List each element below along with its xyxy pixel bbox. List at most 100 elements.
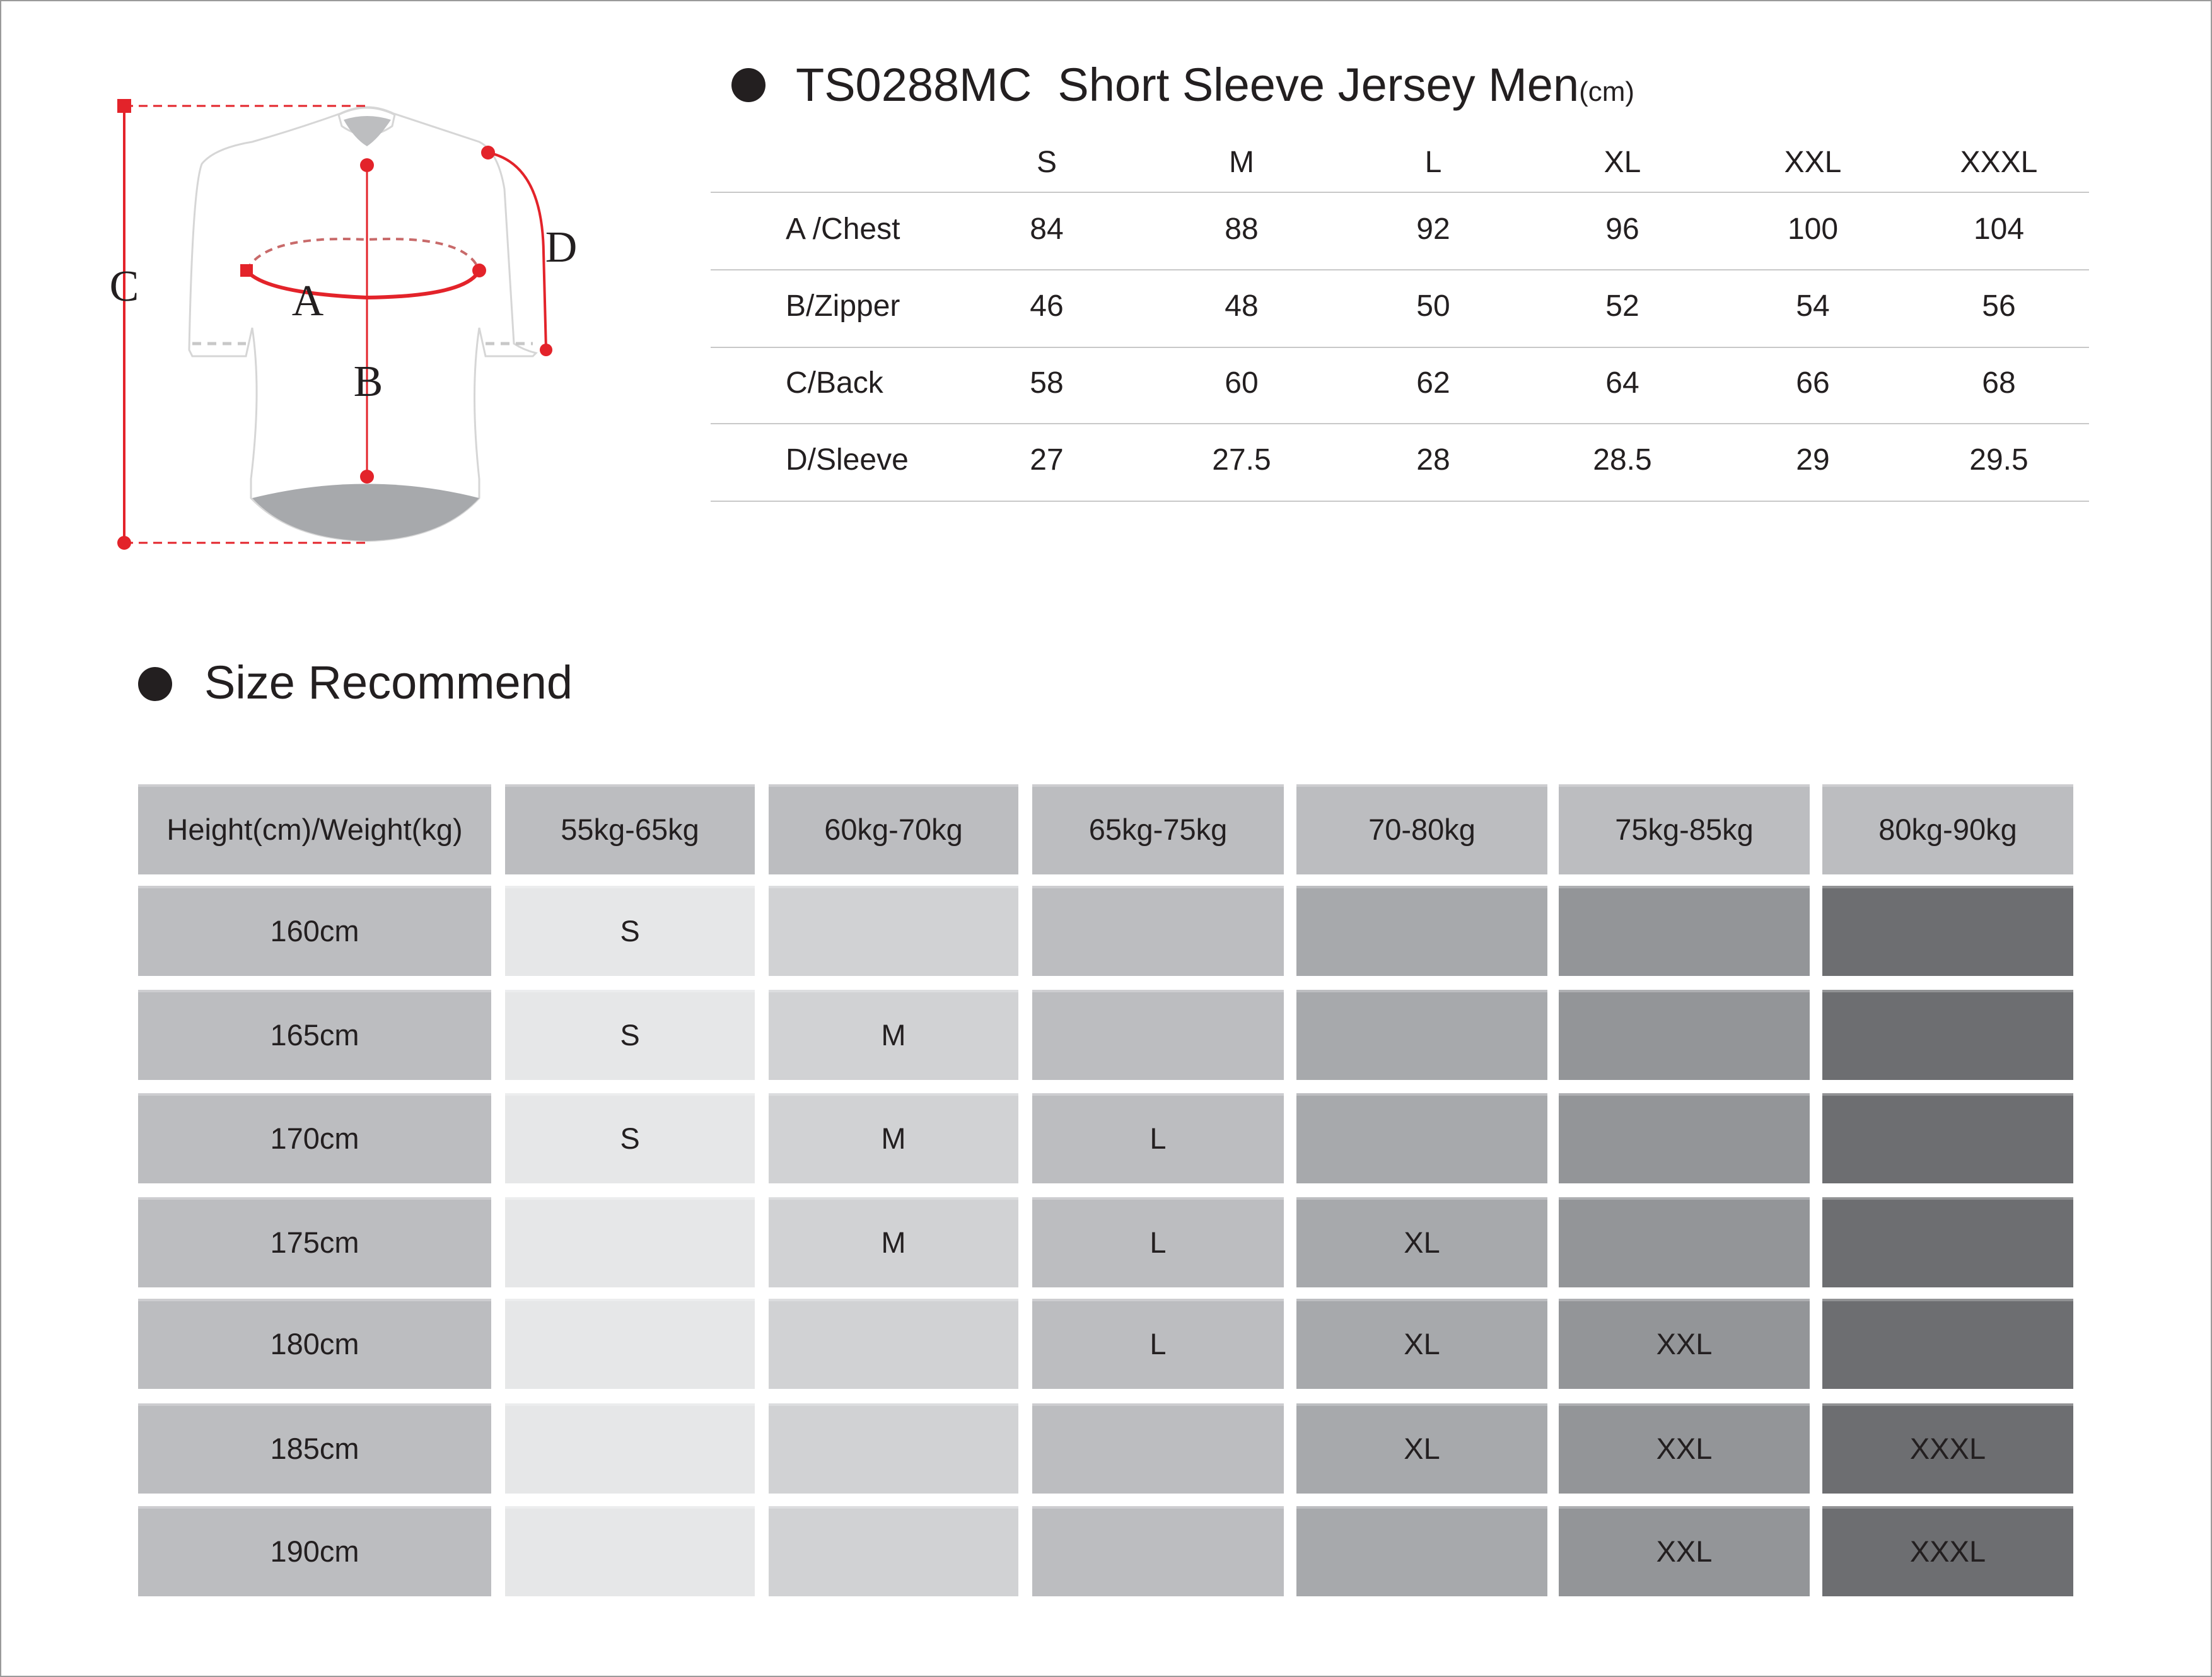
size-header: S xyxy=(1036,146,1057,179)
measure-lines xyxy=(123,105,547,544)
size-cell: XXL xyxy=(1559,1506,1810,1596)
collar-inner xyxy=(344,116,391,146)
size-cell xyxy=(769,1403,1018,1494)
measure-value: 60 xyxy=(1225,366,1259,400)
size-cell xyxy=(505,1197,755,1287)
size-cell: L xyxy=(1032,1093,1284,1183)
measure-value: 58 xyxy=(1030,366,1064,400)
measure-label: C/Back xyxy=(786,366,883,400)
size-cell xyxy=(1559,1093,1810,1183)
size-header: XL xyxy=(1604,146,1641,179)
measure-value: 27 xyxy=(1030,443,1064,477)
size-recommend-title: Size Recommend xyxy=(204,656,573,709)
size-header: L xyxy=(1424,146,1442,179)
height-label: 165cm xyxy=(138,990,491,1080)
measure-value: 28.5 xyxy=(1593,443,1652,477)
size-cell: XXXL xyxy=(1822,1506,2073,1596)
size-cell: L xyxy=(1032,1299,1284,1389)
size-cell: XL xyxy=(1296,1299,1547,1389)
measure-table-title: TS0288MC Short Sleeve Jersey Men(cm) xyxy=(796,58,1634,112)
label-b: B xyxy=(354,357,383,406)
measure-value: 29.5 xyxy=(1969,443,2029,477)
size-cell xyxy=(1822,990,2073,1080)
measure-value: 88 xyxy=(1225,212,1259,246)
bullet-icon xyxy=(731,68,765,102)
table-divider xyxy=(711,192,2089,193)
model-code: TS0288MC xyxy=(796,59,1032,111)
size-cell xyxy=(505,1506,755,1596)
measure-value: 29 xyxy=(1796,443,1830,477)
measure-value: 100 xyxy=(1787,212,1839,246)
size-cell xyxy=(1032,1506,1284,1596)
size-cell: XXXL xyxy=(1822,1403,2073,1494)
measure-value: 92 xyxy=(1416,212,1450,246)
size-cell xyxy=(505,1299,755,1389)
size-cell: XXL xyxy=(1559,1299,1810,1389)
size-header: M xyxy=(1229,146,1254,179)
weight-header: 70-80kg xyxy=(1296,784,1547,874)
table-divider xyxy=(711,423,2089,424)
size-cell xyxy=(769,1506,1018,1596)
size-cell xyxy=(1559,990,1810,1080)
size-cell xyxy=(1296,990,1547,1080)
height-label: 160cm xyxy=(138,886,491,976)
size-cell xyxy=(1822,1197,2073,1287)
bullet-icon xyxy=(138,667,172,701)
size-cell: S xyxy=(505,886,755,976)
size-cell xyxy=(1559,886,1810,976)
size-cell: M xyxy=(769,1093,1018,1183)
measure-value: 68 xyxy=(1982,366,2016,400)
size-header: XXXL xyxy=(1960,146,2038,179)
table-divider xyxy=(711,347,2089,348)
size-cell: L xyxy=(1032,1197,1284,1287)
table-divider xyxy=(711,269,2089,270)
weight-header: 60kg-70kg xyxy=(769,784,1018,874)
height-label: 190cm xyxy=(138,1506,491,1596)
measure-value: 28 xyxy=(1416,443,1450,477)
size-header: XXL xyxy=(1784,146,1842,179)
size-cell xyxy=(1822,1093,2073,1183)
size-cell xyxy=(1296,886,1547,976)
size-cell xyxy=(1296,1506,1547,1596)
measure-value: 54 xyxy=(1796,289,1830,323)
size-cell: M xyxy=(769,990,1018,1080)
label-a: A xyxy=(292,277,324,325)
weight-header: 55kg-65kg xyxy=(505,784,755,874)
size-cell xyxy=(1032,886,1284,976)
size-cell xyxy=(1559,1197,1810,1287)
size-cell: S xyxy=(505,990,755,1080)
size-cell: XL xyxy=(1296,1403,1547,1494)
measure-value: 56 xyxy=(1982,289,2016,323)
label-d: D xyxy=(545,223,578,272)
size-cell: XXL xyxy=(1559,1403,1810,1494)
height-label: 170cm xyxy=(138,1093,491,1183)
size-cell xyxy=(1032,990,1284,1080)
measure-value: 52 xyxy=(1605,289,1639,323)
label-c: C xyxy=(110,262,139,311)
size-cell: M xyxy=(769,1197,1018,1287)
size-cell: XL xyxy=(1296,1197,1547,1287)
size-cell xyxy=(1032,1403,1284,1494)
measure-label: A /Chest xyxy=(786,212,900,246)
size-cell xyxy=(769,1299,1018,1389)
measure-value: 50 xyxy=(1416,289,1450,323)
measure-value: 66 xyxy=(1796,366,1830,400)
table-divider xyxy=(711,501,2089,502)
measure-value: 62 xyxy=(1416,366,1450,400)
measure-value: 84 xyxy=(1030,212,1064,246)
size-cell xyxy=(1822,1299,2073,1389)
height-label: 175cm xyxy=(138,1197,491,1287)
measure-label: B/Zipper xyxy=(786,289,900,323)
measure-value: 64 xyxy=(1605,366,1639,400)
measure-value: 96 xyxy=(1605,212,1639,246)
corner-header: Height(cm)/Weight(kg) xyxy=(138,784,491,874)
measure-value: 27.5 xyxy=(1212,443,1271,477)
measure-label: D/Sleeve xyxy=(786,443,909,477)
unit-label: (cm) xyxy=(1579,76,1635,107)
height-label: 185cm xyxy=(138,1403,491,1494)
size-cell xyxy=(1296,1093,1547,1183)
hem-band xyxy=(252,484,479,541)
measure-value: 46 xyxy=(1030,289,1064,323)
jersey-measurement-diagram: C A B D xyxy=(110,99,578,550)
